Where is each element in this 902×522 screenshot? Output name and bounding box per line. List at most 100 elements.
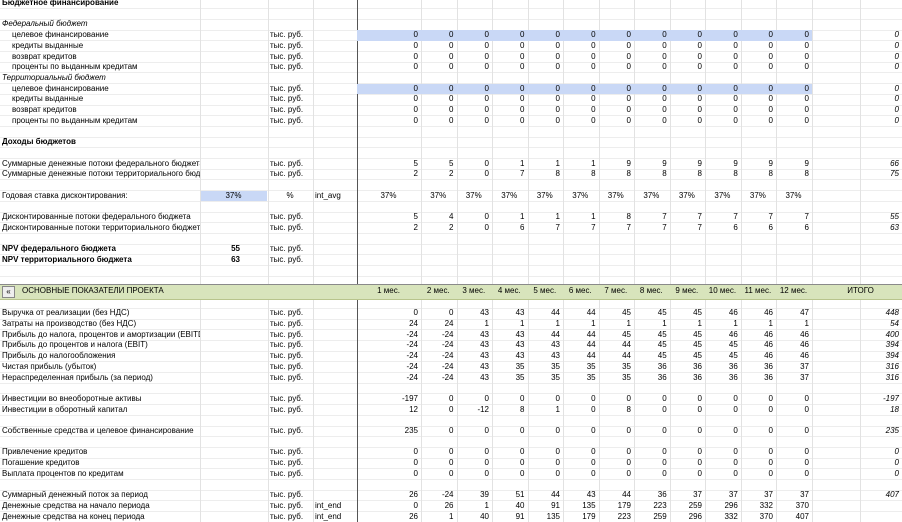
value: 46 (800, 351, 809, 361)
row-line (0, 254, 902, 256)
value: 37 (764, 490, 773, 500)
period-header: 8 мес. (639, 286, 663, 295)
value: 370 (759, 511, 773, 521)
col-line (563, 0, 564, 522)
row-label: Денежные средства на начало периода (2, 500, 150, 510)
value: 0 (449, 468, 454, 478)
value: 0 (662, 83, 667, 93)
value: 0 (697, 62, 702, 72)
row-line (0, 350, 902, 352)
value: 45 (622, 308, 631, 318)
value: 1 (626, 319, 631, 328)
value: 8 (555, 169, 560, 179)
value: 0 (449, 308, 454, 318)
unit: тыс. руб. (270, 83, 304, 93)
value: 37% (572, 190, 589, 200)
value: 26 (444, 500, 454, 510)
value: -24 (406, 372, 418, 382)
value: 0 (733, 105, 738, 114)
value: 37% (380, 190, 397, 200)
value: 0 (733, 393, 738, 403)
value: 40 (515, 500, 525, 510)
value: 8 (591, 169, 596, 179)
value: 91 (551, 500, 560, 510)
row-label: Суммарные денежные потоки территориально… (2, 169, 200, 179)
unit: % (286, 190, 294, 200)
value: 0 (591, 94, 596, 104)
value: 45 (728, 351, 738, 361)
value: 0 (484, 458, 489, 468)
value: 0 (697, 83, 702, 93)
value: 0 (662, 404, 667, 414)
value: 2 (449, 222, 454, 232)
value: 36 (693, 372, 702, 382)
value: 0 (733, 30, 738, 40)
row-line (0, 40, 902, 42)
value: 0 (413, 308, 418, 318)
total: 0 (894, 468, 899, 478)
value: 43 (480, 361, 489, 371)
value: 0 (555, 115, 560, 125)
value: 0 (768, 105, 773, 114)
value: 44 (586, 351, 596, 361)
value: 46 (728, 329, 738, 339)
value: 0 (768, 447, 773, 457)
value: -24 (441, 351, 454, 361)
unit: тыс. руб. (270, 62, 304, 72)
value: 0 (520, 94, 525, 104)
row-line (0, 511, 902, 513)
unit: тыс. руб. (270, 30, 304, 40)
unit: тыс. руб. (270, 40, 304, 50)
value: 45 (657, 351, 667, 361)
value: 0 (484, 105, 489, 114)
col-line (669, 0, 671, 522)
row-label: Привлечение кредитов (2, 447, 88, 457)
unit: тыс. руб. (270, 94, 304, 104)
row-line (0, 393, 902, 395)
value: 1 (520, 319, 525, 328)
value: 0 (733, 468, 738, 478)
group-title: Территориальный бюджет (2, 72, 106, 82)
row-line (0, 72, 902, 74)
value: 0 (413, 30, 418, 40)
value: 0 (591, 393, 596, 403)
value: 296 (688, 511, 702, 521)
value: 0 (520, 51, 525, 61)
row-line (0, 18, 902, 20)
value: 0 (768, 40, 773, 50)
value: 0 (484, 169, 489, 179)
value: 37% (714, 190, 731, 200)
period-header: 3 мес. (462, 286, 486, 295)
value: -24 (441, 340, 454, 350)
value: 46 (764, 340, 773, 350)
value: 43 (515, 340, 525, 350)
value: 1 (555, 212, 560, 221)
collapse-button[interactable]: « (2, 286, 15, 298)
value: 0 (520, 30, 525, 40)
period-header: 4 мес. (497, 286, 521, 295)
value: 44 (622, 351, 631, 361)
value: 7 (804, 212, 809, 221)
header-title: ОСНОВНЫЕ ПОКАЗАТЕЛИ ПРОЕКТА (22, 286, 164, 295)
value: 45 (728, 340, 738, 350)
value: 0 (697, 458, 702, 468)
row-line (0, 61, 902, 63)
group-title: Федеральный бюджет (2, 19, 88, 29)
value: 0 (484, 468, 489, 478)
value: 46 (764, 351, 773, 361)
value: 44 (551, 490, 560, 500)
value: 0 (733, 115, 738, 125)
value: 43 (515, 329, 525, 339)
value: 46 (800, 340, 809, 350)
value: 1 (449, 511, 454, 521)
value: 0 (591, 40, 596, 50)
value: 0 (804, 40, 809, 50)
value: 0 (413, 500, 418, 510)
row-line (0, 468, 902, 470)
row-label: возврат кредитов (12, 51, 77, 61)
value: 8 (626, 212, 631, 221)
value: 8 (626, 169, 631, 179)
unit: тыс. руб. (270, 115, 304, 125)
value: 37 (800, 372, 809, 382)
value: 24 (409, 319, 418, 328)
